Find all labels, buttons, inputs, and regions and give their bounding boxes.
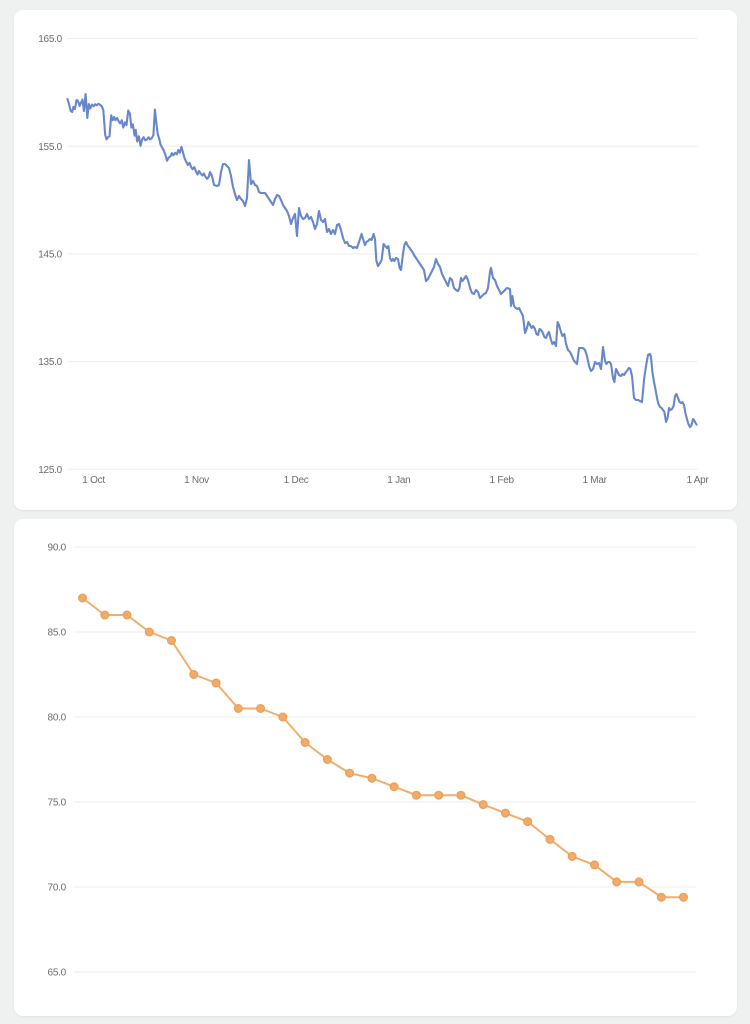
svg-text:80.0: 80.0 (48, 713, 67, 724)
svg-text:1 Jan: 1 Jan (387, 475, 410, 486)
svg-text:1 Mar: 1 Mar (582, 475, 607, 486)
svg-text:1 Oct: 1 Oct (82, 475, 105, 486)
svg-text:145.0: 145.0 (38, 250, 62, 261)
svg-text:90.0: 90.0 (48, 543, 67, 554)
svg-text:1 Nov: 1 Nov (184, 475, 209, 486)
svg-text:65.0: 65.0 (48, 968, 67, 979)
svg-text:155.0: 155.0 (38, 142, 62, 153)
svg-text:70.0: 70.0 (48, 883, 67, 894)
svg-text:1 Dec: 1 Dec (284, 475, 309, 486)
svg-text:135.0: 135.0 (38, 357, 62, 368)
svg-text:1 Feb: 1 Feb (490, 475, 515, 486)
svg-text:165.0: 165.0 (38, 34, 62, 45)
svg-text:75.0: 75.0 (48, 798, 67, 809)
svg-text:125.0: 125.0 (38, 465, 62, 476)
svg-text:85.0: 85.0 (48, 628, 67, 639)
svg-text:1 Apr: 1 Apr (686, 475, 709, 486)
